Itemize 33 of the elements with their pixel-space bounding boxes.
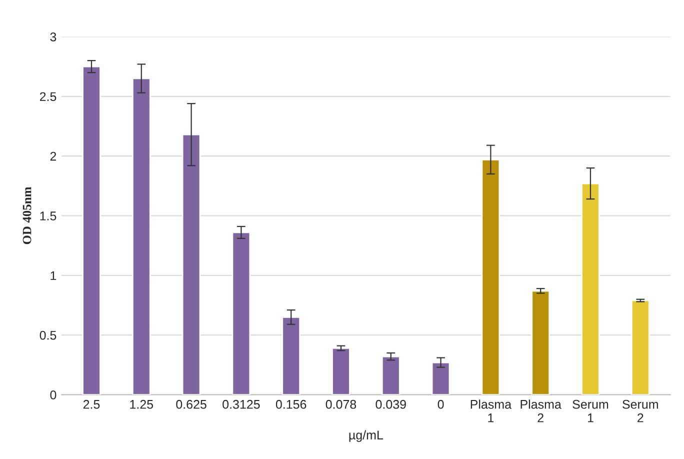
x-tick-label: 0.3125	[222, 400, 260, 409]
y-tick-label: 2	[50, 152, 56, 161]
bar	[282, 316, 301, 395]
bar	[82, 66, 101, 395]
bar	[481, 158, 500, 395]
bar	[132, 78, 151, 395]
x-tick-label: Serum 1	[572, 400, 608, 422]
bar	[531, 290, 550, 395]
x-tick-label: Plasma 2	[520, 400, 562, 422]
bar	[232, 232, 251, 395]
y-tick-label: 1	[50, 271, 56, 280]
y-tick-label: 3	[50, 32, 56, 42]
y-tick-label: 0	[50, 390, 56, 400]
x-tick-label: 0	[438, 400, 444, 409]
bar	[381, 356, 400, 395]
y-tick-label: 2.5	[40, 92, 56, 102]
y-tick-label: 1.5	[40, 212, 56, 220]
bar	[332, 348, 350, 395]
bar	[431, 362, 450, 395]
y-axis-title: OD 405nm	[22, 186, 32, 244]
y-tick-label: 0.5	[40, 330, 56, 340]
x-tick-label: 1.25	[130, 400, 154, 409]
x-tick-label: Serum 2	[622, 400, 658, 422]
bar	[581, 182, 600, 395]
bar	[182, 134, 201, 395]
x-axis-title: µg/mL	[349, 430, 384, 442]
x-tick-label: 0.625	[176, 400, 206, 409]
bar	[630, 300, 650, 395]
x-tick-label: Plasma 1	[470, 400, 512, 422]
x-tick-label: 0.039	[376, 400, 406, 409]
x-tick-label: 0.156	[276, 400, 306, 409]
x-tick-label: 2.5	[83, 400, 100, 409]
x-tick-label: 0.078	[326, 400, 356, 409]
